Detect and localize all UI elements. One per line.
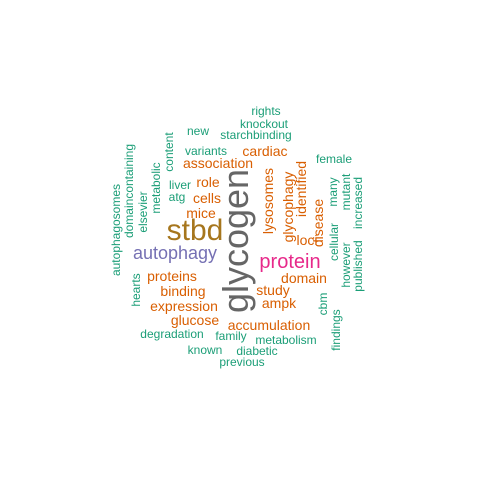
word-expression: expression [150,298,218,314]
word-disease: disease [310,198,326,248]
word-stbd: stbd [166,214,224,247]
word-many: many [326,177,340,207]
word-accumulation: accumulation [227,317,311,333]
word-hearts: hearts [129,273,143,307]
word-autophagy: autophagy [132,243,218,263]
word-findings: findings [329,309,343,351]
word-domain: domain [281,270,327,286]
word-metabolism: metabolism [255,333,317,347]
word-glucose: glucose [170,312,220,328]
word-identified: identified [293,160,309,218]
word-ampk: ampk [261,295,297,311]
word-published: published [351,240,365,292]
word-autophagosomes: autophagosomes [109,183,123,277]
word-variants: variants [184,144,228,158]
word-elsevier: elsevier [136,191,150,233]
word-known: known [187,343,223,357]
word-domaincontaining: domaincontaining [122,143,136,239]
word-cbm: cbm [316,292,330,316]
word-liver: liver [168,178,192,192]
word-protein: protein [259,251,321,273]
word-glycogen: glycogen [215,168,256,314]
word-female: female [315,152,353,166]
word-role: role [196,174,220,190]
word-previous: previous [219,355,265,369]
word-study: study [256,282,290,298]
word-diabetic: diabetic [236,344,278,358]
word-proteins: proteins [147,268,197,284]
word-cells: cells [192,190,222,206]
word-binding: binding [160,283,206,299]
word-rights: rights [251,104,281,118]
word-new: new [186,124,210,138]
word-atg: atg [168,190,186,204]
word-association: association [182,155,254,171]
word-mice: mice [186,205,216,221]
word-increased: increased [351,176,365,230]
word-lysosomes: lysosomes [260,167,276,235]
word-degradation: degradation [140,327,204,341]
word-loci: loci [296,232,318,248]
word-cardiac: cardiac [242,143,288,159]
word-starchbinding: starchbinding [220,128,292,142]
word-content: content [162,132,176,172]
word-family: family [215,329,247,343]
word-knockout: knockout [239,117,289,131]
word-metabolic: metabolic [149,162,163,214]
